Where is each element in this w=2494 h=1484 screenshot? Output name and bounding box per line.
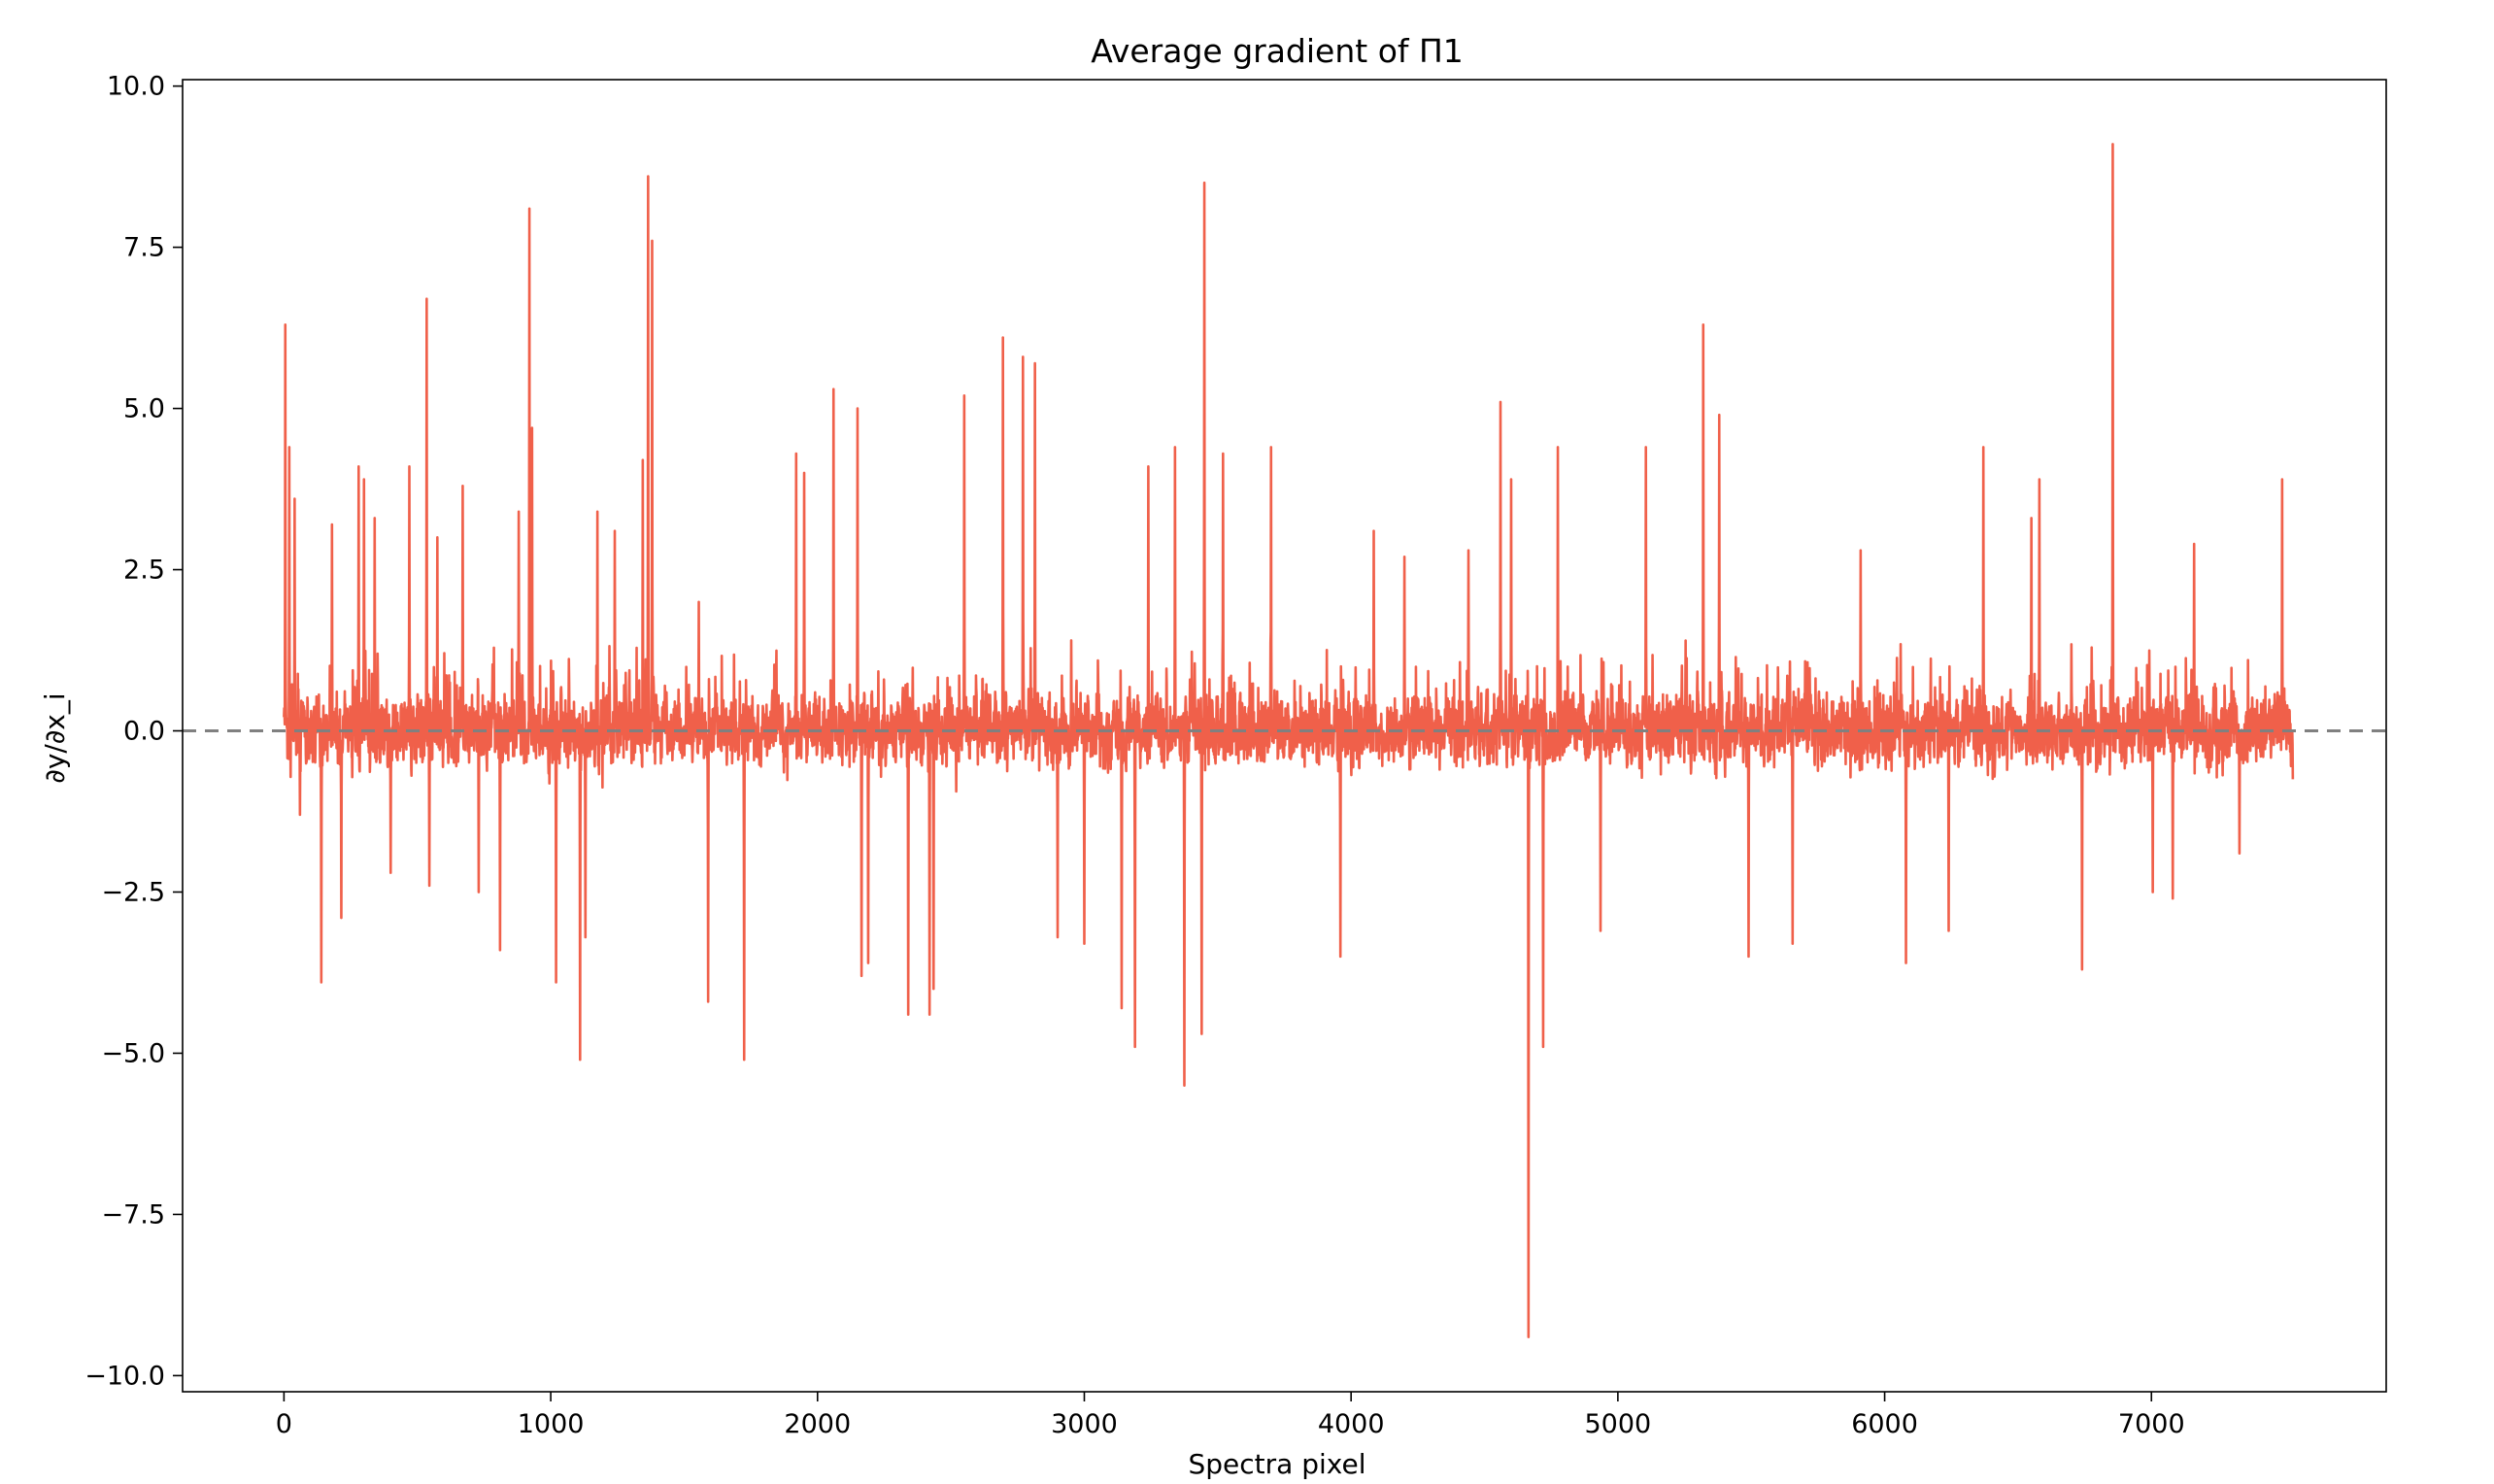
y-tick-label: −10.0	[84, 1361, 165, 1391]
x-tick-label: 5000	[1585, 1409, 1652, 1439]
plot-area	[283, 143, 2295, 1338]
chart-title: Average gradient of Π1	[1091, 32, 1464, 70]
y-tick-label: 5.0	[123, 394, 165, 424]
plot-frame	[182, 79, 2387, 1393]
x-axis-label: Spectra pixel	[1189, 1448, 1366, 1480]
y-tick-label: −2.5	[101, 877, 165, 907]
y-axis-label: ∂y/∂x_i	[39, 692, 71, 783]
x-axis: 0 1000 2000 3000 4000 5000 6000 7000	[276, 1392, 2185, 1439]
x-tick-label: 7000	[2118, 1409, 2185, 1439]
series-line-0	[283, 143, 2295, 1338]
x-tick-label: 6000	[1851, 1409, 1918, 1439]
x-tick-label: 2000	[784, 1409, 851, 1439]
x-tick-label: 0	[276, 1409, 292, 1439]
x-tick-label: 3000	[1051, 1409, 1118, 1439]
y-tick-label: 2.5	[123, 556, 165, 586]
y-tick-label: 7.5	[123, 233, 165, 263]
x-tick-label: 1000	[518, 1409, 585, 1439]
x-tick-label: 4000	[1318, 1409, 1385, 1439]
axes-frame	[182, 79, 2387, 1393]
y-tick-label: −5.0	[101, 1038, 165, 1068]
y-axis: 10.0 7.5 5.0 2.5 0.0 −2.5 −5.0 −7.5 −10.0	[84, 72, 183, 1391]
y-tick-label: 0.0	[123, 717, 165, 747]
y-tick-label: 10.0	[107, 72, 165, 102]
y-tick-label: −7.5	[101, 1199, 165, 1230]
